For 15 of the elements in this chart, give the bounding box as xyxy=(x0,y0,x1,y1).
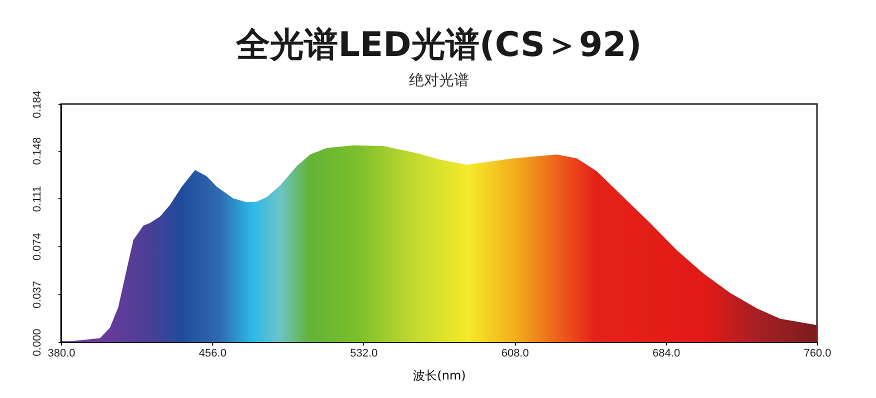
x-tick-label: 760.0 xyxy=(804,348,832,360)
chart-title: 全光谱LED光谱(CS＞92) xyxy=(235,25,642,66)
x-tick-label: 684.0 xyxy=(652,348,680,360)
y-tick-label: 0.037 xyxy=(32,280,44,308)
chart-subtitle: 绝对光谱 xyxy=(409,71,469,90)
x-axis-title: 波长(nm) xyxy=(413,368,466,382)
y-tick-label: 0.000 xyxy=(32,328,44,356)
x-tick-label: 380.0 xyxy=(48,348,76,360)
y-tick-label: 0.111 xyxy=(32,186,44,212)
y-tick-label: 0.074 xyxy=(32,233,44,261)
x-tick-label: 608.0 xyxy=(501,348,529,360)
x-tick-label: 456.0 xyxy=(198,348,226,360)
y-tick-label: 0.184 xyxy=(32,90,44,118)
x-tick-label: 532.0 xyxy=(350,348,378,360)
y-tick-label: 0.148 xyxy=(32,137,44,165)
